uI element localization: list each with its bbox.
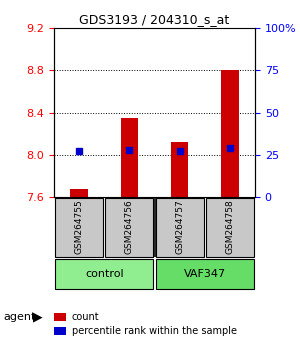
Text: GSM264756: GSM264756 [125,200,134,255]
Bar [70,189,88,197]
Text: GSM264755: GSM264755 [75,200,84,255]
Text: control: control [85,269,124,279]
FancyBboxPatch shape [55,198,103,257]
FancyBboxPatch shape [155,198,204,257]
Bar [121,118,138,197]
Bar [221,70,239,197]
Text: count: count [72,312,100,322]
Text: agent: agent [3,312,35,322]
FancyBboxPatch shape [206,198,254,257]
Title: GDS3193 / 204310_s_at: GDS3193 / 204310_s_at [80,13,230,26]
FancyBboxPatch shape [55,259,154,289]
FancyBboxPatch shape [105,198,154,257]
Text: percentile rank within the sample: percentile rank within the sample [72,326,237,336]
Text: GSM264758: GSM264758 [225,200,234,255]
FancyBboxPatch shape [155,259,254,289]
Bar [171,142,188,197]
Text: ▶: ▶ [33,310,43,323]
Text: GSM264757: GSM264757 [175,200,184,255]
Text: VAF347: VAF347 [184,269,226,279]
